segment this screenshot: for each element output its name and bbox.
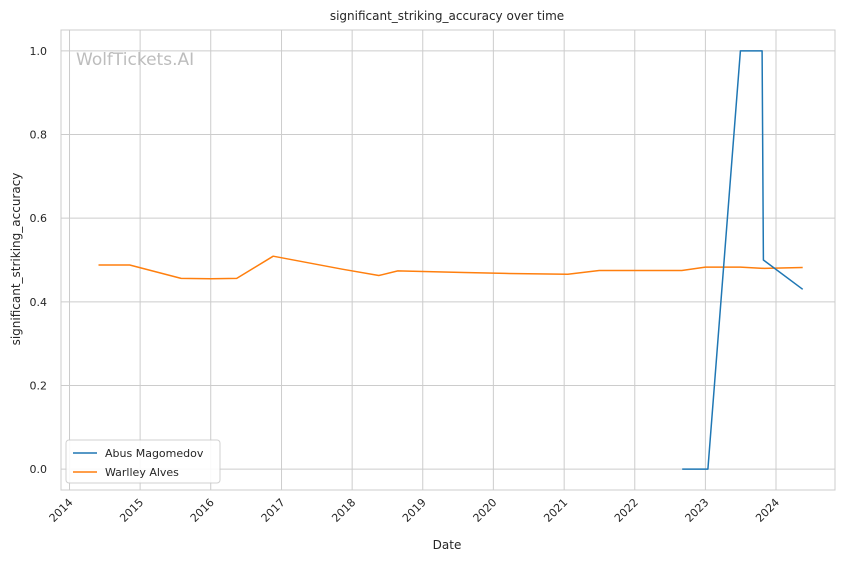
chart-title: significant_striking_accuracy over time xyxy=(330,9,564,23)
legend-label-warlley-alves: Warlley Alves xyxy=(105,466,179,479)
x-tick-label: 2024 xyxy=(753,496,782,525)
x-tick-label: 2016 xyxy=(188,496,217,525)
legend-label-abus-magomedov: Abus Magomedov xyxy=(105,447,204,460)
watermark: WolfTickets.AI xyxy=(76,50,194,70)
grid xyxy=(61,30,835,490)
x-tick-label: 2020 xyxy=(470,496,499,525)
x-tick-label: 2014 xyxy=(47,496,76,525)
y-tick-label: 1.0 xyxy=(30,45,48,58)
x-axis-label: Date xyxy=(433,538,462,552)
x-tick-label: 2015 xyxy=(117,496,146,525)
x-tick-label: 2021 xyxy=(541,496,570,525)
series-line-warlley-alves xyxy=(98,255,803,280)
y-axis-label: significant_striking_accuracy xyxy=(9,173,23,346)
y-tick-label: 0.6 xyxy=(30,212,48,225)
x-tick-label: 2018 xyxy=(329,496,358,525)
y-tick-label: 0.0 xyxy=(30,463,48,476)
x-tick-label: 2017 xyxy=(259,496,288,525)
y-tick-label: 0.2 xyxy=(30,379,48,392)
x-tick-label: 2019 xyxy=(400,496,429,525)
series-layer xyxy=(98,50,804,470)
legend: Abus Magomedov Warlley Alves xyxy=(65,439,221,484)
y-tick-label: 0.8 xyxy=(30,129,48,142)
legend-frame xyxy=(65,439,221,484)
y-tick-label: 0.4 xyxy=(30,296,48,309)
series-line-abus-magomedov xyxy=(682,50,804,470)
x-tick-label: 2023 xyxy=(683,496,712,525)
plot-frame xyxy=(60,29,836,491)
x-tick-label: 2022 xyxy=(612,496,641,525)
